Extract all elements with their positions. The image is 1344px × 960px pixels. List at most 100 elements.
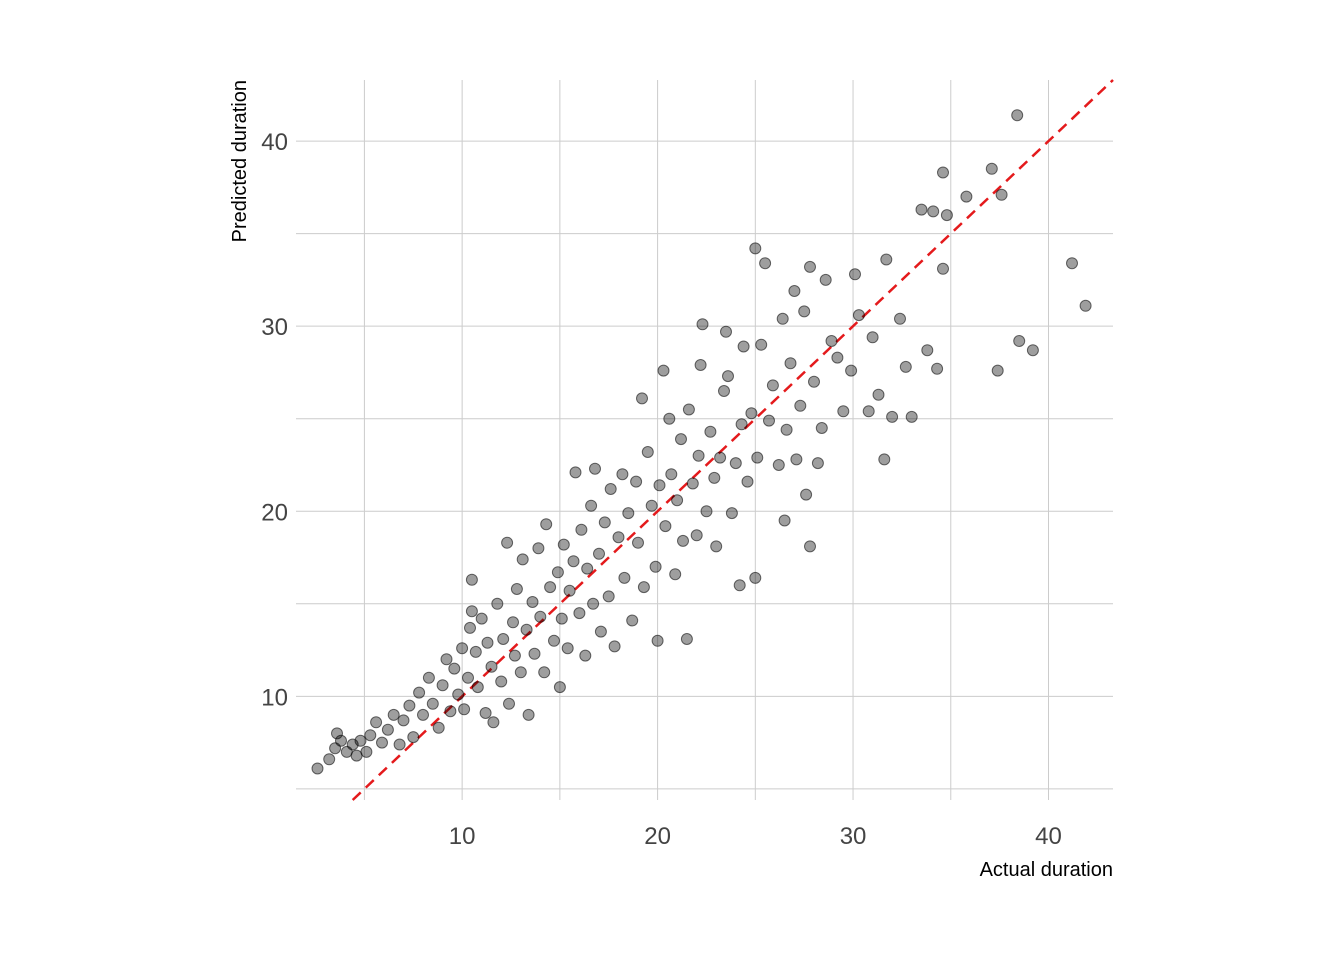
data-point — [735, 418, 748, 431]
data-point — [759, 257, 772, 270]
y-tick-label: 40 — [261, 129, 288, 156]
data-point — [426, 697, 439, 710]
data-point — [741, 475, 754, 488]
data-point — [602, 590, 615, 603]
data-point — [766, 379, 779, 392]
data-point — [495, 675, 508, 688]
x-tick-label: 20 — [644, 823, 671, 850]
data-point — [487, 716, 500, 729]
data-point — [862, 405, 875, 418]
data-point — [520, 623, 533, 636]
data-point — [370, 716, 383, 729]
data-point — [514, 666, 527, 679]
data-point — [837, 405, 850, 418]
data-point — [675, 433, 687, 446]
data-point — [682, 403, 695, 416]
data-point — [772, 459, 785, 471]
data-point — [569, 466, 582, 479]
data-point — [937, 262, 949, 275]
data-point — [886, 410, 899, 423]
data-point — [335, 734, 347, 747]
data-point — [663, 412, 676, 425]
data-point — [729, 457, 742, 470]
data-point — [311, 762, 324, 775]
data-point — [671, 494, 684, 507]
data-point — [960, 190, 973, 203]
data-point — [1066, 257, 1078, 270]
data-point — [718, 385, 730, 397]
data-point — [849, 268, 861, 281]
data-point — [589, 462, 601, 475]
data-point — [815, 422, 828, 434]
x-axis-label: Actual duration — [980, 859, 1113, 881]
data-point — [364, 729, 377, 742]
data-point — [905, 410, 918, 423]
data-point — [1079, 299, 1092, 312]
data-point — [632, 536, 644, 549]
data-point — [413, 686, 426, 699]
data-points — [311, 109, 1092, 775]
data-point — [507, 616, 519, 629]
identity-reference-line — [351, 79, 1114, 801]
data-point — [991, 364, 1004, 377]
data-point — [845, 364, 858, 377]
data-point — [417, 708, 429, 721]
data-point — [894, 312, 906, 325]
data-point — [563, 584, 576, 597]
data-point — [616, 468, 629, 481]
data-point — [692, 449, 705, 462]
data-point — [479, 707, 492, 719]
data-point — [528, 647, 541, 660]
data-point — [551, 566, 564, 579]
data-point — [393, 738, 406, 751]
data-point — [725, 507, 738, 520]
data-point — [585, 499, 598, 512]
data-point — [331, 727, 343, 740]
data-point — [469, 645, 482, 658]
data-point — [475, 612, 488, 625]
data-point — [538, 666, 551, 679]
reference-line-group — [351, 79, 1114, 801]
data-point — [593, 547, 605, 560]
data-point — [794, 399, 807, 412]
data-point — [567, 555, 580, 568]
data-point — [733, 579, 746, 592]
y-tick-label: 30 — [261, 314, 288, 341]
data-point — [626, 614, 639, 627]
data-point — [462, 671, 474, 684]
data-point — [436, 679, 449, 692]
data-point — [491, 597, 504, 610]
y-axis-label: Predicted duration — [229, 80, 251, 242]
data-point — [440, 653, 453, 666]
data-point — [780, 423, 793, 436]
data-point — [397, 714, 410, 727]
data-point — [677, 534, 689, 547]
data-point — [561, 642, 574, 655]
data-point — [544, 581, 557, 594]
data-point — [534, 610, 547, 623]
x-tick-label: 40 — [1035, 823, 1062, 850]
data-point — [555, 612, 568, 625]
data-point — [657, 364, 670, 377]
data-point — [749, 242, 762, 255]
data-point — [653, 479, 666, 492]
data-point — [880, 253, 893, 266]
data-point — [866, 331, 879, 344]
data-point — [825, 335, 838, 347]
data-point — [553, 681, 566, 694]
data-point — [686, 477, 699, 490]
data-point — [622, 507, 635, 520]
data-point — [323, 753, 336, 766]
data-point — [665, 468, 678, 481]
data-point — [587, 597, 600, 610]
data-point — [798, 305, 811, 318]
data-point — [403, 699, 416, 712]
data-point — [940, 209, 953, 222]
data-point — [755, 338, 768, 351]
data-point — [751, 451, 764, 464]
data-point — [937, 166, 949, 179]
y-tick-label: 10 — [261, 684, 288, 711]
data-point — [448, 662, 461, 675]
y-tick-label: 20 — [261, 499, 288, 526]
